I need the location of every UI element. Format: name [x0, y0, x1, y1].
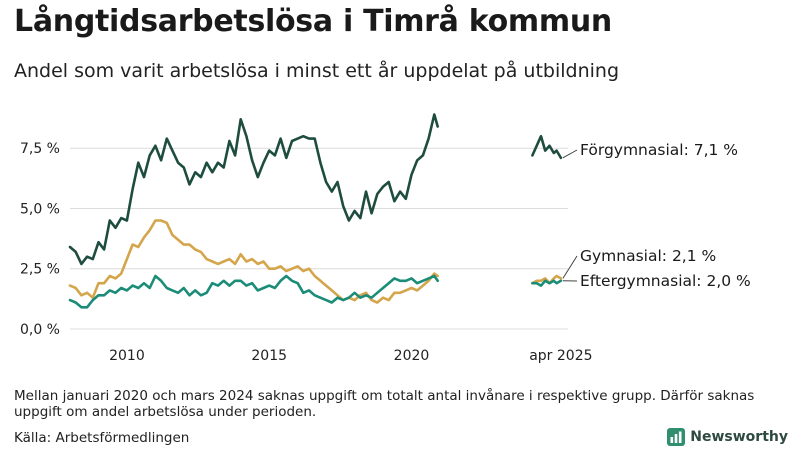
chart-title: Långtidsarbetslösa i Timrå kommun — [14, 4, 612, 39]
y-tick-label: 7,5 % — [20, 141, 60, 157]
series-line-gymnasial — [68, 219, 440, 304]
series-end-label: Gymnasial: 2,1 % — [580, 247, 716, 265]
series-end-label: Förgymnasial: 7,1 % — [580, 141, 738, 159]
chart-source: Källa: Arbetsförmedlingen — [14, 430, 190, 446]
chart-note: Mellan januari 2020 och mars 2024 saknas… — [14, 388, 755, 420]
series-line-förgymnasial — [531, 134, 563, 160]
label-leader-line — [562, 149, 578, 159]
brand-name: Newsworthy — [690, 429, 788, 445]
y-tick-label: 0,0 % — [20, 322, 60, 338]
y-tick-label: 2,5 % — [20, 262, 60, 278]
label-leader-line — [562, 255, 578, 279]
series-line-eftergymnasial — [531, 279, 563, 287]
line-chart: 0,0 % 2,5 % 5,0 % 7,5 % 2010 2015 2020 apr 2025… — [20, 113, 751, 364]
series-line-eftergymnasial — [68, 274, 440, 309]
x-tick-label: 2020 — [394, 348, 430, 364]
series-end-label: Eftergymnasial: 2,0 % — [580, 272, 751, 290]
y-tick-label: 5,0 % — [20, 201, 60, 217]
x-tick-label: apr 2025 — [529, 348, 592, 364]
x-tick-label: 2015 — [251, 348, 287, 364]
x-tick-label: 2010 — [109, 348, 145, 364]
chart-logo-icon — [667, 428, 686, 446]
chart-subtitle: Andel som varit arbetslösa i minst ett å… — [14, 60, 620, 82]
newsworthy-logo: Newsworthy — [667, 428, 788, 446]
series-line-förgymnasial — [68, 113, 440, 266]
